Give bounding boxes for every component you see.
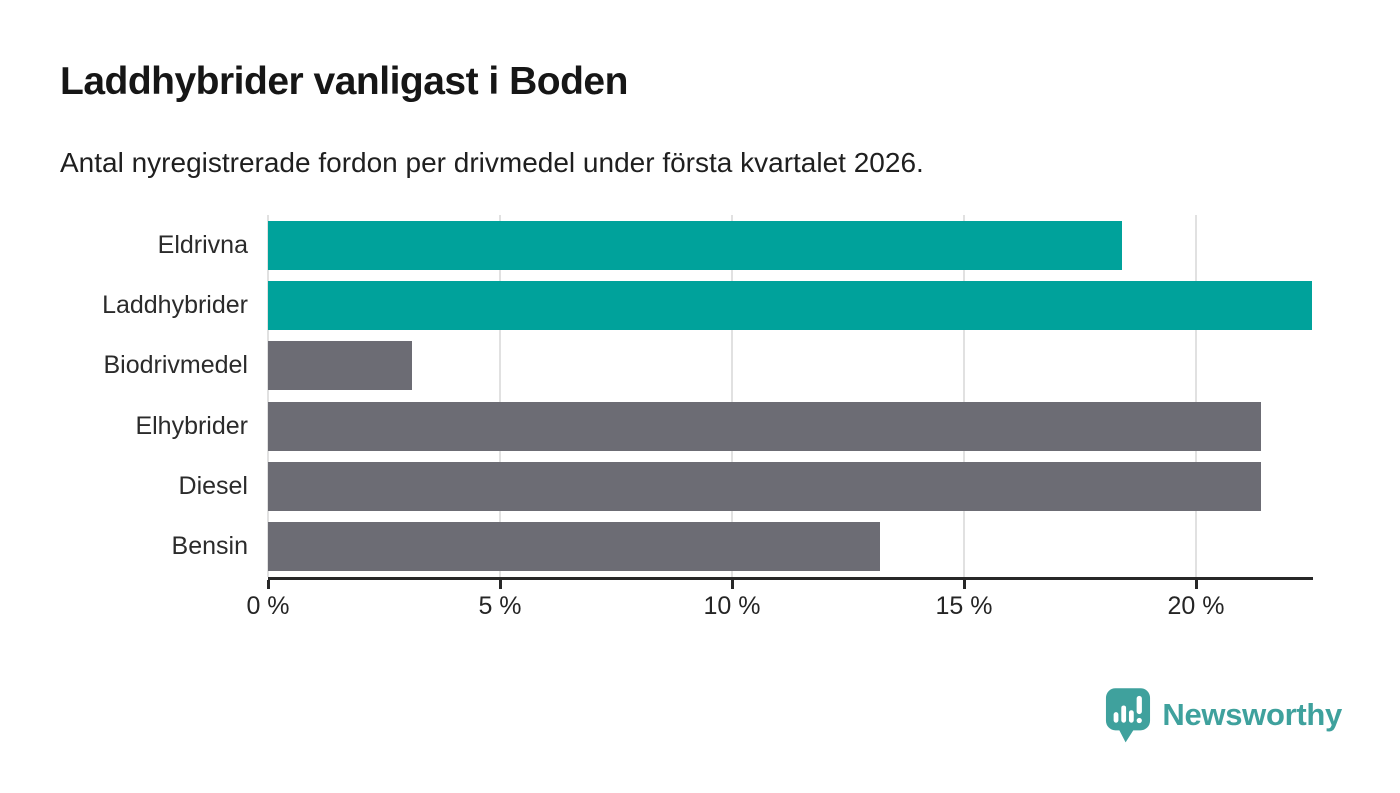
newsworthy-wordmark: Newsworthy [1162, 697, 1342, 732]
gridline-0 [267, 215, 269, 577]
tick-mark-15 [963, 580, 966, 589]
bar-elhybrider [268, 401, 1261, 451]
bar-diesel [268, 462, 1261, 511]
chart-title: Laddhybrider vanligast i Boden [60, 60, 628, 103]
category-label-laddhybrider: Laddhybrider [102, 290, 248, 319]
gridline-15 [963, 215, 965, 577]
newsworthy-logo-icon [1106, 687, 1151, 742]
x-axis-line [268, 577, 1313, 580]
category-label-bensin: Bensin [171, 532, 248, 561]
newsworthy-logo: Newsworthy [1105, 686, 1342, 744]
category-label-biodrivmedel: Biodrivmedel [103, 351, 248, 380]
bar-eldrivna [268, 220, 1122, 270]
chart-subtitle: Antal nyregistrerade fordon per drivmede… [60, 147, 924, 178]
tick-mark-0 [267, 580, 270, 589]
tick-mark-10 [731, 580, 734, 589]
category-label-elhybrider: Elhybrider [135, 411, 248, 440]
plot-area [267, 215, 1312, 577]
tick-label-10: 10 % [703, 592, 761, 620]
tick-label-15: 15 % [935, 592, 993, 620]
tick-label-20: 20 % [1167, 592, 1225, 620]
gridline-5 [499, 215, 501, 577]
gridline-20 [1195, 215, 1197, 577]
bar-biodrivmedel [268, 341, 412, 391]
tick-label-5: 5 % [478, 592, 522, 620]
category-label-diesel: Diesel [178, 471, 248, 500]
tick-mark-5 [499, 580, 502, 589]
tick-label-0: 0 % [246, 592, 290, 620]
tick-mark-20 [1195, 580, 1198, 589]
bar-bensin [268, 522, 881, 572]
gridline-10 [731, 215, 733, 577]
bar-laddhybrider [268, 281, 1312, 330]
category-label-eldrivna: Eldrivna [157, 230, 248, 259]
category-axis-labels: Eldrivna Laddhybrider Biodrivmedel Elhybrid… [0, 215, 248, 577]
x-axis-tick-labels: 0 % 5 % 10 % 15 % 20 % [246, 592, 1312, 622]
x-axis-ticks [267, 580, 1312, 590]
